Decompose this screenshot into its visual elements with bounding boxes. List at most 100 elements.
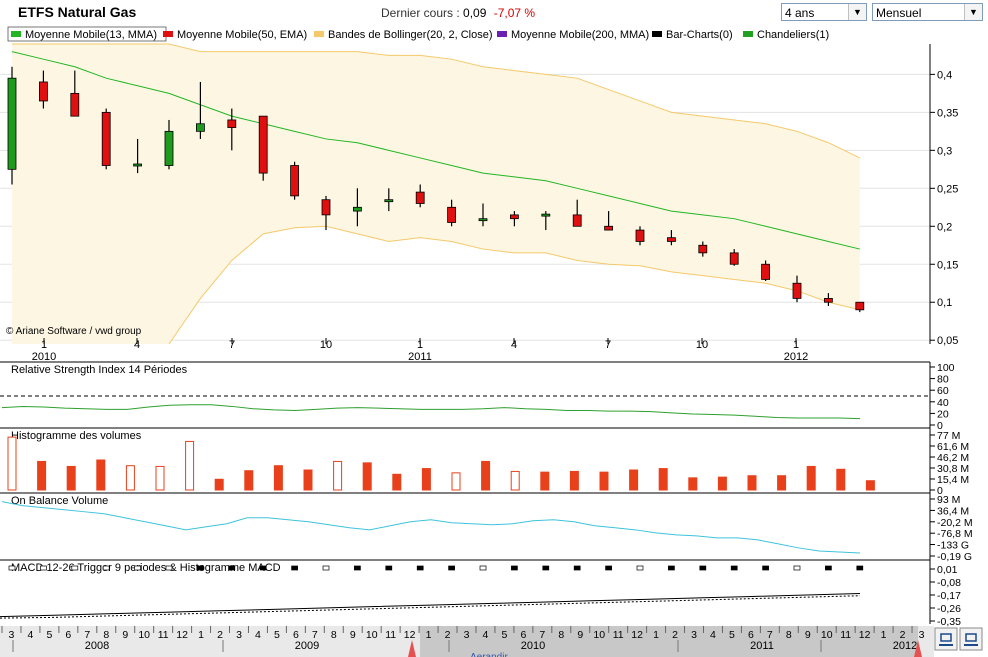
price-x-label: 1 xyxy=(41,339,47,351)
timeline-selected-range[interactable] xyxy=(420,626,918,657)
candle-body xyxy=(635,229,645,242)
candle-body xyxy=(352,206,362,212)
candle-body xyxy=(541,213,551,217)
macd-histogram-bar xyxy=(699,565,707,571)
price-x-label: 4 xyxy=(134,339,140,351)
volume-bar xyxy=(510,470,520,491)
macd-histogram-bar xyxy=(825,565,832,571)
volume-bar xyxy=(273,465,283,491)
bollinger-band-fill xyxy=(12,44,860,344)
legend-swatch xyxy=(11,31,21,37)
candle-body xyxy=(7,77,17,170)
zoom-out-icon-frame[interactable] xyxy=(934,627,958,651)
bollinger-lower-line xyxy=(168,225,860,345)
macd-line xyxy=(0,593,861,618)
instrument-title: ETFS Natural Gas xyxy=(18,4,137,20)
timeline-month-label: 10 xyxy=(593,629,605,641)
macd-axis-label: 0,01 xyxy=(937,564,958,576)
price-year-label: 2010 xyxy=(32,351,56,363)
candle-body xyxy=(321,199,331,216)
timeline-month-label: 3 xyxy=(464,629,470,641)
timeline-month-label: 2 xyxy=(900,629,906,641)
candle-body xyxy=(855,301,865,311)
header-bar: ETFS Natural Gas Dernier cours : 0,09 -7… xyxy=(0,0,988,26)
candle xyxy=(792,275,802,303)
price-axis-label: 0,35 xyxy=(937,107,958,119)
timeline-month-label: 9 xyxy=(350,629,356,641)
timeline-month-label: 4 xyxy=(28,629,34,641)
timeline-month-label: 1 xyxy=(881,629,887,641)
timeline-month-label: 3 xyxy=(236,629,242,641)
rsi-axis-label: 60 xyxy=(937,385,949,397)
candle xyxy=(635,226,645,246)
legend-item-label[interactable]: Moyenne Mobile(50, EMA) xyxy=(177,29,307,41)
volume-bar xyxy=(451,472,461,491)
price-year-label: 2012 xyxy=(784,351,808,363)
timeline-month-label: 7 xyxy=(539,629,545,641)
legend-swatch xyxy=(163,31,173,37)
timeline-scrollbar[interactable]: 3 4 5 6 7 8 9 10 11 12 1 2 3 4 5 6 7 8 9 10 11 12 1 2 3 4 5 6 7 8 9 10 1… xyxy=(0,626,934,657)
price-axis-label: 0,3 xyxy=(937,145,952,157)
volume-bar xyxy=(66,465,76,491)
legend-item-label[interactable]: Chandeliers(1) xyxy=(757,29,829,41)
obv-axis-label: -20,2 M xyxy=(937,517,973,529)
candle xyxy=(855,301,865,313)
rsi-panel: Relative Strength Index 14 Périodes 10080… xyxy=(0,361,955,432)
obv-panel: On Balance Volume 93 M36,4 M-20,2 M-76,8 … xyxy=(0,492,973,563)
legend-item-label[interactable]: Bar-Charts(0) xyxy=(666,29,733,41)
macd-histogram-bar xyxy=(165,565,173,571)
macd-histogram-bar xyxy=(134,565,141,571)
interval-select-chevron-down-icon[interactable]: ▼ xyxy=(964,4,982,20)
timeline-left-handle[interactable] xyxy=(408,640,416,657)
timeline-month-label: 5 xyxy=(501,629,507,641)
ma13-line xyxy=(11,51,860,250)
legend-swatch xyxy=(314,31,324,37)
volume-axis-label: 77 M xyxy=(937,430,960,442)
rsi-axis-label: 40 xyxy=(937,397,949,409)
volume-bar xyxy=(7,436,17,491)
candle xyxy=(729,249,739,266)
zoom-in-icon[interactable] xyxy=(959,627,983,651)
period-select-chevron-down-icon[interactable]: ▼ xyxy=(848,4,866,20)
candle-body xyxy=(290,165,300,197)
candle xyxy=(761,260,770,281)
last-quote-change: -7,07 % xyxy=(493,6,536,20)
macd-panel: MACD 12-26 Trigger 9 periodes & Histogra… xyxy=(0,559,961,628)
zoom-in-icon-frame[interactable] xyxy=(959,627,983,651)
legend-swatch xyxy=(743,31,753,37)
volume-axis-label: 46,2 M xyxy=(937,452,969,464)
period-select[interactable]: 4 ans ▼ xyxy=(781,3,867,21)
legend-item-label[interactable]: Moyenne Mobile(13, MMA) xyxy=(25,29,157,41)
macd-histogram-bar xyxy=(197,565,204,571)
candle-body xyxy=(667,237,676,242)
price-axis-label: 0,2 xyxy=(937,221,952,233)
candle-body xyxy=(195,123,205,132)
chart-area[interactable]: Moyenne Mobile(13, MMA) Moyenne Mobile(50… xyxy=(0,26,988,657)
price-axis-label: 0,1 xyxy=(937,297,952,309)
candle-body xyxy=(572,214,582,227)
candle-body xyxy=(415,191,425,204)
timeline-month-label: 7 xyxy=(84,629,90,641)
timeline-right-handle[interactable] xyxy=(914,640,922,657)
legend-item-label[interactable]: Bandes de Bollinger(20, 2, Close) xyxy=(328,29,492,41)
timeline-month-label: 4 xyxy=(483,629,489,641)
candle xyxy=(70,70,80,117)
timeline-month-label: 9 xyxy=(805,629,811,641)
volume-bar xyxy=(540,471,550,491)
zoom-out-icon-box xyxy=(940,633,952,642)
legend-item-label[interactable]: Moyenne Mobile(200, MMA) xyxy=(511,29,649,41)
price-x-label: 1 xyxy=(417,339,423,351)
candle-body xyxy=(824,298,833,303)
interval-select[interactable]: Mensuel ▼ xyxy=(872,3,983,21)
timeline-year-label: 2008 xyxy=(85,640,109,652)
timeline-month-label: 5 xyxy=(729,629,735,641)
macd-histogram-bar xyxy=(291,565,298,571)
volume-bar xyxy=(244,470,254,491)
timeline-month-label: 4 xyxy=(710,629,716,641)
price-axis-label: 0,05 xyxy=(937,335,958,347)
zoom-out-icon[interactable] xyxy=(934,627,958,651)
macd-trigger-line xyxy=(0,595,861,619)
timeline-month-label: 8 xyxy=(331,629,337,641)
timeline-month-label: 8 xyxy=(103,629,109,641)
timeline-month-label: 10 xyxy=(138,629,150,641)
